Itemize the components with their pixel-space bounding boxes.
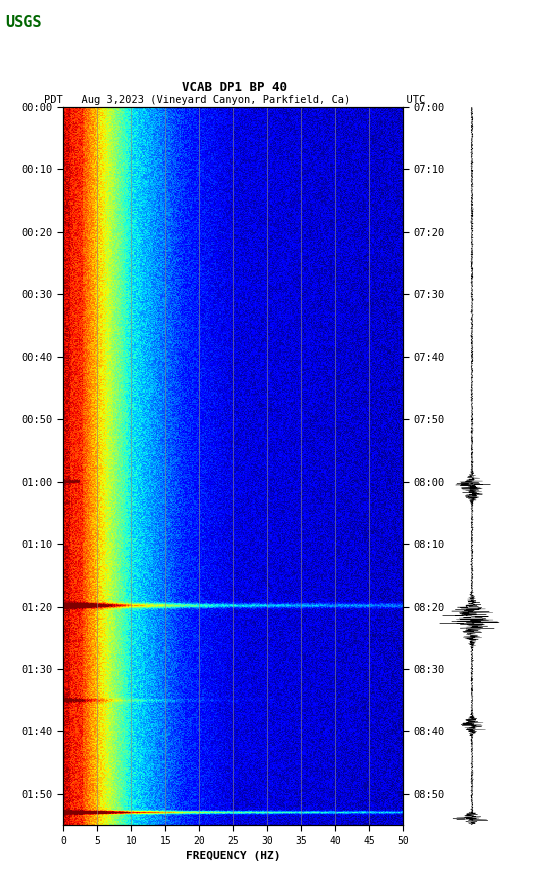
Text: USGS: USGS — [6, 15, 42, 29]
Text: PDT   Aug 3,2023 (Vineyard Canyon, Parkfield, Ca)         UTC: PDT Aug 3,2023 (Vineyard Canyon, Parkfie… — [44, 95, 425, 105]
X-axis label: FREQUENCY (HZ): FREQUENCY (HZ) — [186, 851, 280, 861]
Text: VCAB DP1 BP 40: VCAB DP1 BP 40 — [182, 80, 287, 94]
